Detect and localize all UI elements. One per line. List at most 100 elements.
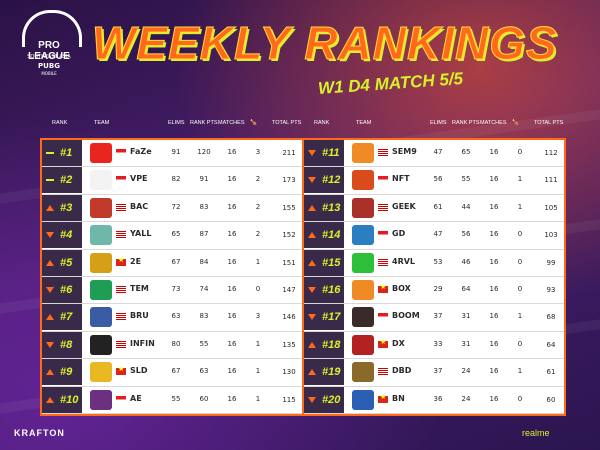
rank-value: #13 [322,201,341,214]
rank-cell: #9 [42,359,82,386]
rank-cell: #3 [42,194,82,221]
team-logo [90,143,112,163]
country-flag-icon [116,149,126,156]
country-flag-icon [116,365,126,376]
rank-value: #8 [60,338,73,351]
trend-icon [46,152,54,154]
rank-value: #14 [322,229,341,242]
wins-value: 0 [517,257,523,266]
team-logo [352,252,374,273]
team-name: BOOM [392,311,420,321]
team-logo [352,389,374,410]
rank-value: #19 [322,366,341,379]
team-name: DBD [392,366,412,376]
rank-cell: #20 [304,386,344,413]
logo-game: PUBG [38,62,60,70]
elims-value: 37 [433,312,443,321]
col-rank-header: RANK [52,120,68,126]
trend-icon [308,287,316,293]
team-name: GEEK [392,201,416,211]
elims-value: 61 [433,202,443,211]
elims-value: 47 [433,230,443,239]
trend-icon [308,177,316,184]
total-pts-value: 103 [544,231,558,240]
wins-value: 3 [255,148,261,156]
rank-value: #20 [322,393,341,406]
team-name: BN [392,393,405,403]
table-row: #14 GD 47 56 16 0 103 [304,222,564,250]
trend-icon [46,259,54,266]
team-logo [352,225,374,246]
table-row: #7 BRU 63 83 16 3 146 [42,304,302,332]
total-pts-value: 99 [546,258,556,267]
table-row: #15 4RVL 53 46 16 0 99 [304,249,564,277]
country-flag-icon [378,176,388,184]
team-name: YALL [130,229,152,239]
rank-value: #3 [60,201,73,214]
rank-cell: #5 [42,249,82,276]
trend-icon [46,396,54,403]
rank-value: #9 [60,366,73,379]
elims-value: 63 [171,312,181,321]
wins-value: 0 [517,339,523,348]
elims-value: 91 [171,148,181,156]
col-matches-header: MATCHES [218,120,245,126]
team-logo [90,197,112,218]
team-name: VPE [130,174,148,184]
country-flag-icon [378,368,388,376]
rank-pts-value: 120 [197,148,211,156]
total-pts-value: 68 [546,313,556,322]
table-row: #9 SLD 67 63 16 1 130 [42,359,302,387]
matches-value: 16 [489,257,499,266]
elims-value: 56 [433,175,443,184]
total-pts-value: 111 [544,176,558,185]
rankings-table-left: #1 FaZe 91 120 16 3 211 #2 VPE 82 91 16 2 173 #3 BAC 72 8… [40,138,304,416]
team-logo [352,307,374,328]
team-logo [90,307,112,328]
trend-icon [308,341,316,348]
rank-pts-value: 55 [199,339,209,348]
wins-value: 0 [517,285,523,293]
matches-value: 16 [227,148,237,156]
matches-value: 16 [489,148,499,156]
table-row: #20 BN 36 24 16 0 60 [304,386,564,414]
elims-value: 67 [171,257,181,266]
rank-pts-value: 44 [461,202,471,211]
team-name: BRU [130,311,149,321]
trend-icon [46,232,54,239]
trend-icon [46,369,54,376]
col-rankpts-header: RANK PTS [452,120,480,126]
rank-cell: #8 [42,331,82,358]
rank-cell: #19 [304,359,344,386]
rankings-table-right: #11 SEM9 47 65 16 0 112 #12 NFT 56 55 16 1 111 #13 GEEK… [302,138,566,416]
match-subtitle: W1 D4 MATCH 5/5 [317,68,464,99]
col-rankpts-header: RANK PTS [190,120,218,126]
total-pts-value: 115 [282,395,296,404]
team-logo [90,389,112,410]
elims-value: 55 [171,394,181,403]
total-pts-value: 64 [546,340,556,349]
rank-value: #6 [60,284,73,296]
elims-value: 47 [433,148,443,156]
country-flag-icon [378,203,388,211]
country-flag-icon [378,313,388,321]
matches-value: 16 [489,339,499,348]
elims-value: 80 [171,339,181,348]
elims-value: 73 [171,285,181,293]
country-flag-icon [378,149,388,156]
table-row: #11 SEM9 47 65 16 0 112 [304,140,564,168]
rank-pts-value: 87 [199,230,209,239]
logo-text: PRO LEAGUE [28,40,70,62]
rank-value: #17 [322,311,341,324]
wins-value: 2 [255,175,261,184]
matches-value: 16 [489,175,499,184]
logo-mobile: MOBILE [41,71,57,76]
team-logo [90,170,112,191]
team-logo [90,334,112,355]
matches-value: 16 [227,339,237,348]
trend-icon [46,314,54,321]
country-flag-icon [116,203,126,211]
country-flag-icon [116,340,126,348]
rank-cell: #2 [42,167,82,194]
